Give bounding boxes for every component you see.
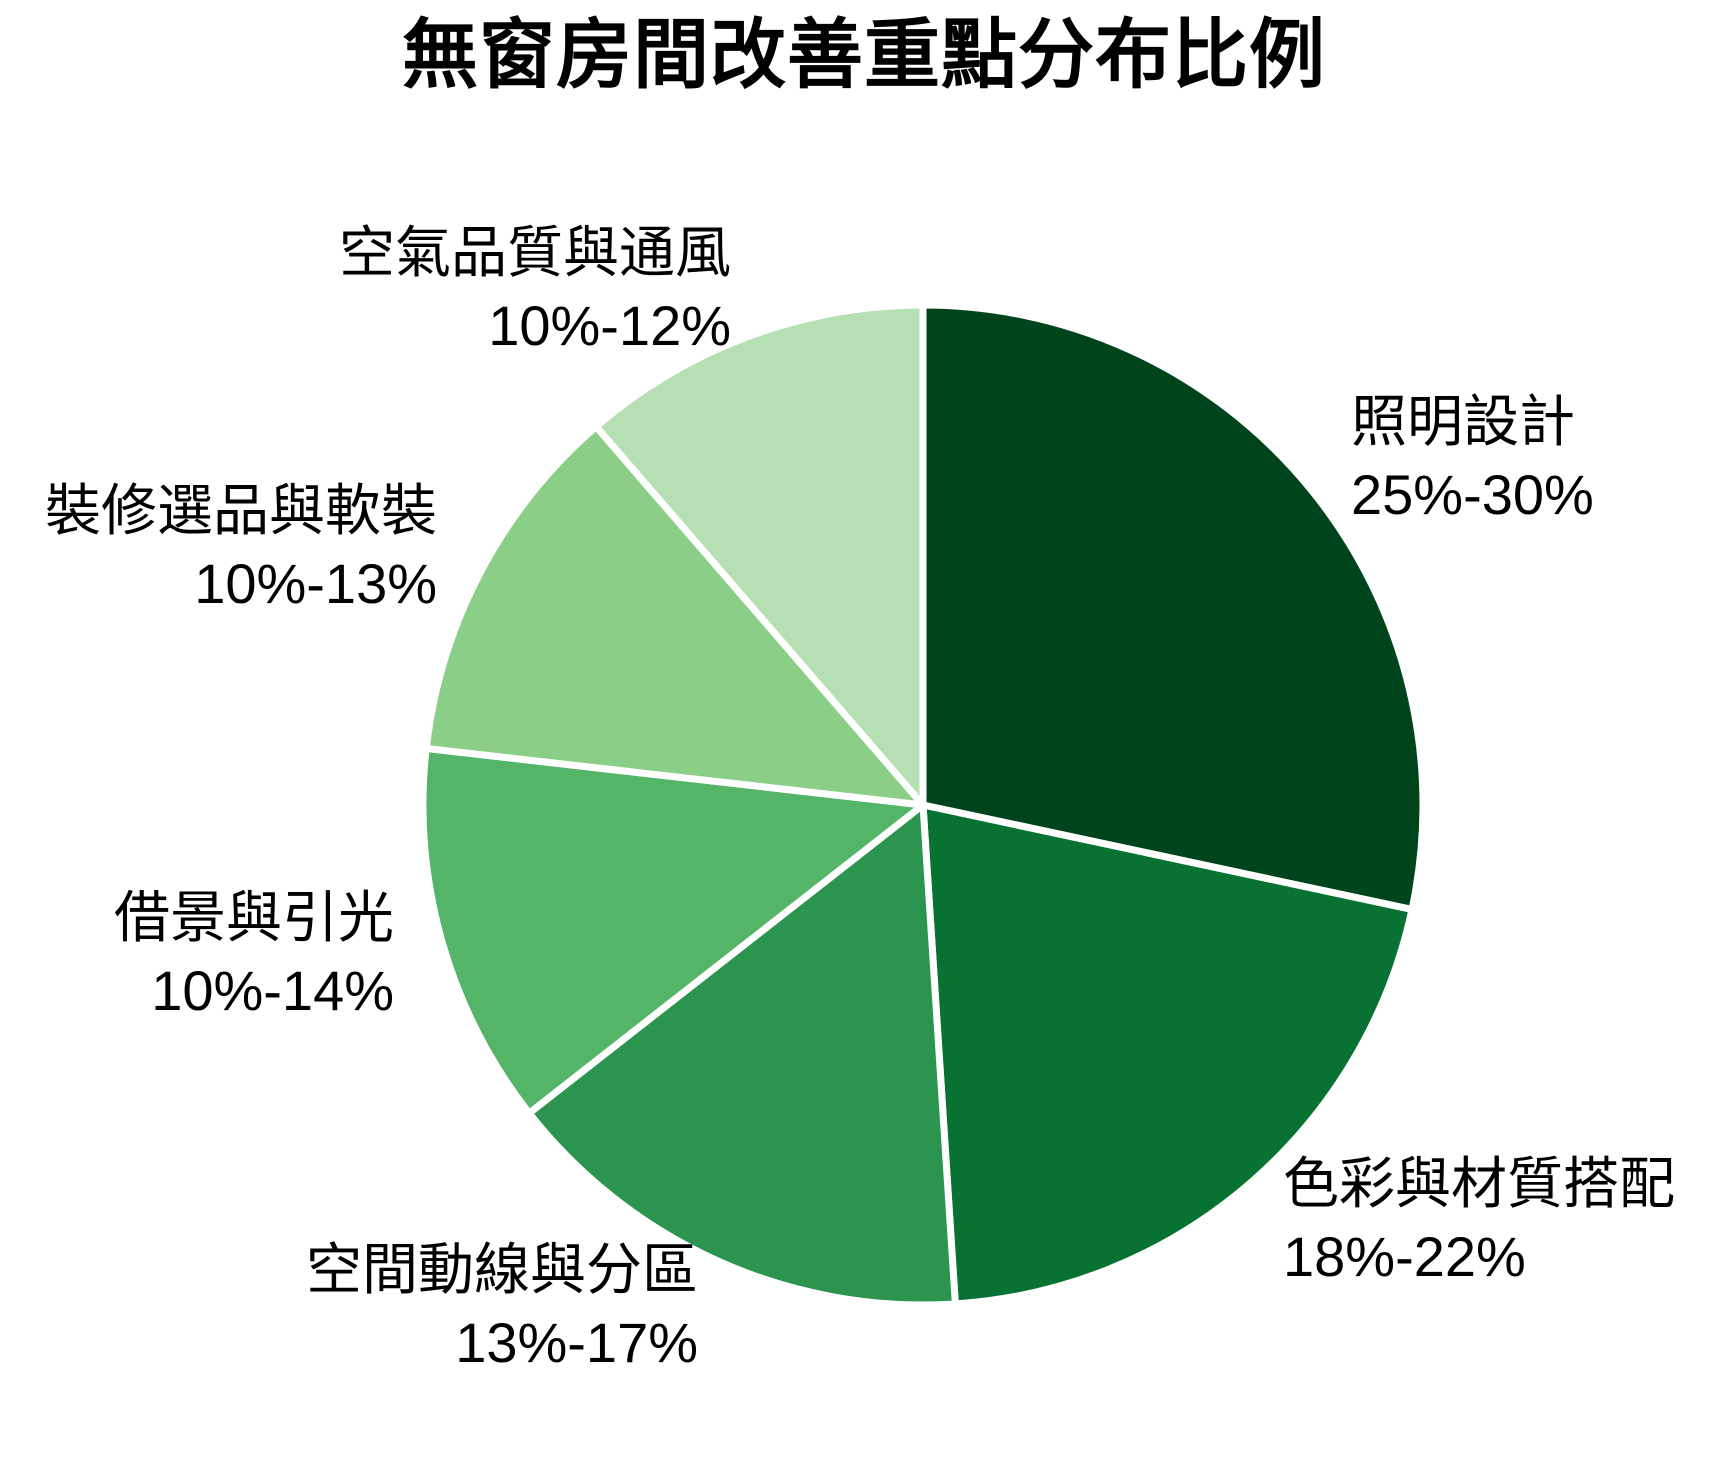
slice-name: 空氣品質與通風: [339, 221, 731, 285]
slice-label-layout-zoning: 空間動線與分區 13%-17%: [306, 1234, 698, 1380]
slice-label-color-material: 色彩與材質搭配 18%-22%: [1283, 1148, 1675, 1294]
slice-name: 裝修選品與軟裝: [45, 479, 437, 543]
slice-name: 空間動線與分區: [306, 1238, 698, 1302]
pie-slice-color-material: [919, 801, 1416, 1308]
pie-slice-lighting-design: [919, 301, 1427, 913]
slice-label-air-ventilation: 空氣品質與通風 10%-12%: [339, 217, 731, 363]
slice-name: 色彩與材質搭配: [1283, 1152, 1675, 1216]
slice-value: 13%-17%: [455, 1311, 698, 1374]
slice-label-lighting-design: 照明設計 25%-30%: [1351, 386, 1594, 532]
slice-name: 照明設計: [1351, 390, 1575, 454]
slice-label-furnishing: 裝修選品與軟裝 10%-13%: [45, 475, 437, 621]
slice-label-borrowed-light: 借景與引光 10%-14%: [114, 882, 394, 1028]
slice-value: 10%-14%: [151, 959, 394, 1022]
pie-slice-layout-zoning: [525, 801, 959, 1309]
slice-value: 10%-12%: [488, 294, 731, 357]
slice-value: 18%-22%: [1283, 1225, 1526, 1288]
chart-title: 無窗房間改善重點分布比例: [402, 13, 1326, 98]
slice-name: 借景與引光: [114, 886, 394, 950]
slice-value: 25%-30%: [1351, 463, 1594, 526]
pie-slice-furnishing: [422, 423, 927, 809]
pie-slice-air-ventilation: [592, 301, 927, 809]
slice-value: 10%-13%: [194, 552, 437, 615]
pie-slice-borrowed-light: [419, 744, 927, 1117]
